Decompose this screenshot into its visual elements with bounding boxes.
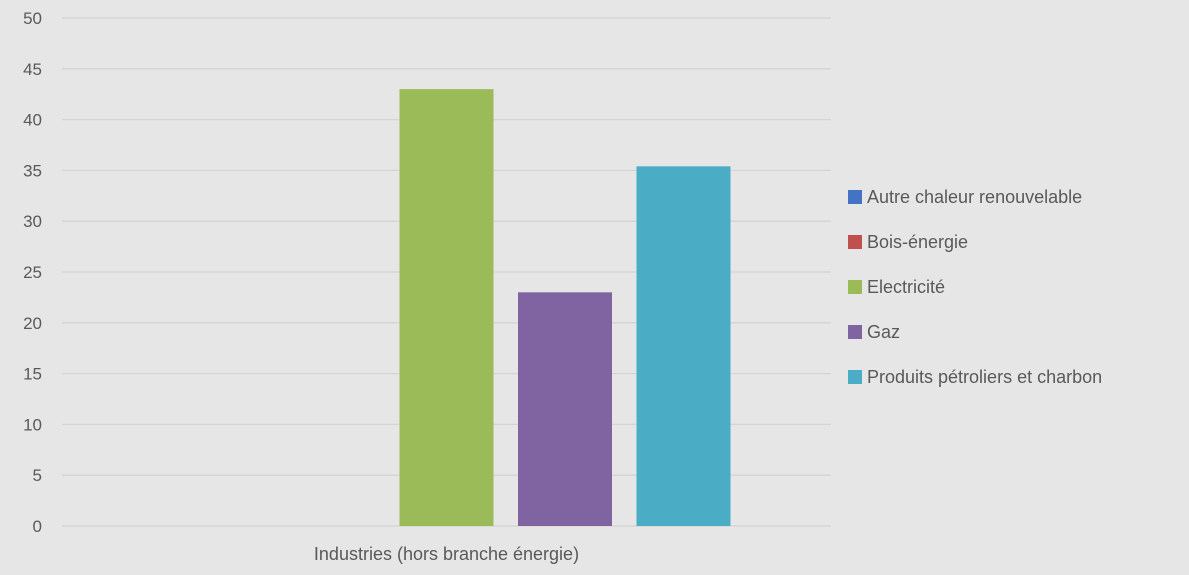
bar-electricite: [399, 89, 494, 527]
legend-swatch: [848, 190, 862, 204]
legend: Autre chaleur renouvelable Bois-énergie El…: [848, 187, 1102, 387]
y-tick-label: 30: [23, 212, 42, 231]
y-tick-label: 20: [23, 314, 42, 333]
legend-item: Electricité: [848, 277, 945, 297]
y-tick-label: 25: [23, 263, 42, 282]
x-axis-category-labels: Industries (hors branche énergie): [314, 544, 579, 564]
legend-item: Gaz: [848, 322, 900, 342]
legend-label: Gaz: [867, 322, 900, 342]
bars: [399, 89, 731, 527]
bar-gaz: [518, 292, 612, 526]
legend-label: Produits pétroliers et charbon: [867, 367, 1102, 387]
y-tick-label: 45: [23, 60, 42, 79]
y-axis-tick-labels: 0 5 10 15 20 25 30 35 40 45 50: [23, 9, 42, 536]
y-tick-label: 15: [23, 365, 42, 384]
y-tick-label: 5: [33, 466, 42, 485]
legend-item: Autre chaleur renouvelable: [848, 187, 1082, 207]
legend-swatch: [848, 370, 862, 384]
legend-item: Produits pétroliers et charbon: [848, 367, 1102, 387]
legend-label: Autre chaleur renouvelable: [867, 187, 1082, 207]
legend-swatch: [848, 235, 862, 249]
y-tick-label: 10: [23, 415, 42, 434]
y-tick-label: 0: [33, 517, 42, 536]
legend-swatch: [848, 325, 862, 339]
bar-produits-petroliers-et-charbon: [636, 166, 731, 526]
legend-swatch: [848, 280, 862, 294]
y-tick-label: 35: [23, 161, 42, 180]
legend-item: Bois-énergie: [848, 232, 968, 252]
y-tick-label: 40: [23, 111, 42, 130]
legend-label: Bois-énergie: [867, 232, 968, 252]
x-category-label: Industries (hors branche énergie): [314, 544, 579, 564]
legend-label: Electricité: [867, 277, 945, 297]
y-tick-label: 50: [23, 9, 42, 28]
